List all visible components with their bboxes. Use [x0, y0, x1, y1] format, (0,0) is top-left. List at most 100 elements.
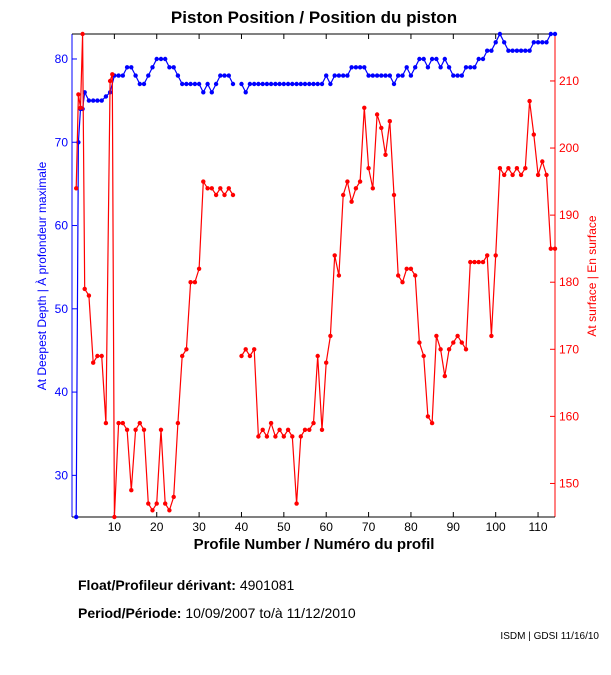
data-point-right	[294, 501, 299, 506]
data-point-right	[362, 105, 367, 111]
data-point-right	[324, 360, 329, 365]
data-point-right	[196, 266, 202, 271]
data-point-right	[341, 192, 346, 198]
data-point-left	[446, 65, 452, 70]
data-point-right	[150, 508, 155, 513]
data-point-right	[379, 125, 384, 131]
data-point-left	[150, 65, 155, 70]
data-point-left	[341, 73, 346, 78]
data-point-left	[154, 56, 159, 62]
data-point-right	[434, 333, 439, 339]
data-point-left	[506, 48, 511, 53]
data-point-left	[497, 31, 503, 37]
data-point-right	[239, 353, 244, 359]
data-point-right	[163, 501, 168, 506]
right-y-tick-label: 200	[559, 141, 579, 155]
data-point-right	[188, 280, 193, 285]
data-point-left	[387, 73, 392, 78]
data-point-right	[408, 266, 414, 271]
data-point-left	[531, 40, 536, 45]
data-point-right	[107, 78, 113, 84]
data-point-left	[502, 40, 507, 45]
data-point-left	[302, 81, 308, 87]
left-y-tick-label: 70	[55, 135, 69, 149]
data-point-left	[413, 65, 418, 70]
x-tick-label: 60	[320, 520, 334, 534]
data-point-left	[226, 73, 231, 78]
data-point-left	[252, 81, 257, 87]
right-y-tick-label: 160	[559, 409, 579, 423]
data-point-left	[129, 65, 134, 70]
data-point-left	[196, 81, 202, 87]
data-point-left	[442, 56, 447, 62]
data-point-right	[243, 347, 248, 352]
data-point-right	[540, 159, 545, 164]
left-y-tick-label: 40	[55, 385, 69, 399]
data-point-left	[451, 73, 456, 78]
credit-text: ISDM | GDSI 11/16/10	[500, 631, 599, 642]
data-point-left	[247, 81, 253, 87]
data-point-right	[110, 72, 115, 77]
data-point-right	[345, 179, 350, 184]
data-point-left	[379, 73, 384, 78]
data-point-right	[387, 119, 392, 124]
float-label: Float/Profileur dérivant:	[78, 577, 236, 593]
data-point-left	[510, 48, 515, 53]
series-layer	[74, 31, 558, 520]
x-tick-label: 110	[528, 520, 547, 534]
x-tick-label: 10	[108, 520, 122, 534]
data-point-right	[531, 132, 536, 137]
data-point-right	[400, 280, 405, 285]
chart-title: Piston Position / Position du piston	[171, 8, 457, 27]
data-point-right	[86, 293, 92, 298]
data-point-right	[175, 420, 181, 426]
data-point-right	[99, 353, 104, 359]
right-y-tick-label: 210	[559, 74, 579, 88]
data-point-right	[82, 286, 87, 292]
data-point-left	[357, 65, 363, 70]
x-tick-label: 20	[150, 520, 164, 534]
data-point-left	[421, 56, 426, 62]
data-point-right	[336, 273, 342, 278]
data-point-left	[294, 81, 299, 87]
data-point-right	[192, 280, 198, 285]
float-info: Float/Profileur dérivant: 4901081	[78, 577, 294, 593]
period-end: 11/12/2010	[286, 605, 356, 621]
data-point-right	[357, 179, 363, 184]
data-point-left	[281, 81, 286, 87]
data-point-right	[285, 427, 291, 432]
data-point-left	[455, 73, 460, 78]
data-point-right	[391, 192, 397, 198]
series-left	[74, 31, 558, 520]
data-point-right	[472, 259, 477, 265]
data-point-left	[86, 98, 92, 103]
data-point-right	[544, 172, 549, 178]
data-point-right	[226, 186, 231, 191]
data-point-left	[548, 31, 553, 37]
data-point-right	[413, 273, 418, 278]
data-point-right	[366, 166, 371, 171]
data-point-right	[260, 427, 265, 432]
data-point-right	[124, 427, 130, 432]
data-point-right	[222, 192, 227, 198]
data-point-right	[493, 253, 498, 258]
data-point-right	[141, 427, 147, 432]
data-point-left	[324, 73, 329, 78]
data-point-right	[252, 347, 257, 352]
data-point-left	[311, 81, 316, 87]
left-y-tick-label: 50	[55, 302, 69, 316]
data-point-right	[273, 434, 278, 439]
data-point-right	[154, 501, 159, 506]
data-point-left	[353, 65, 359, 70]
data-point-left	[201, 90, 206, 95]
data-point-right	[277, 427, 282, 432]
data-point-left	[366, 73, 371, 78]
data-point-right	[184, 347, 189, 352]
data-point-left	[408, 73, 414, 78]
data-point-right	[213, 192, 219, 198]
period-start: 10/09/2007	[185, 605, 256, 621]
data-point-right	[209, 186, 214, 191]
data-point-right	[396, 273, 401, 278]
data-point-right	[74, 186, 79, 191]
data-point-right	[315, 353, 320, 359]
